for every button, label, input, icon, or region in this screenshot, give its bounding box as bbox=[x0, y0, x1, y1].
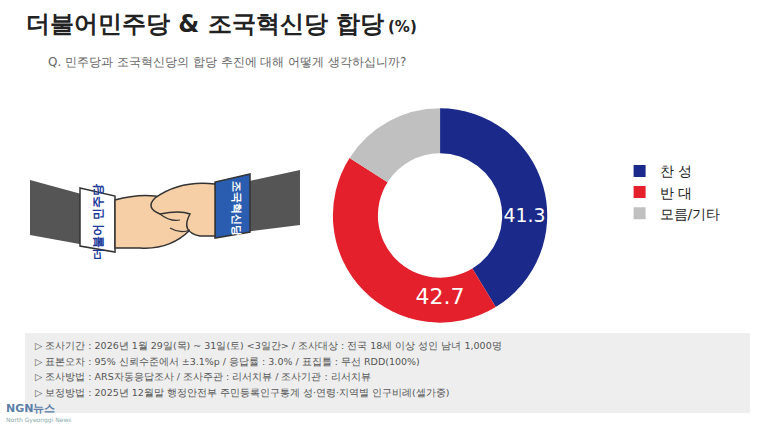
svg-text:42.7: 42.7 bbox=[416, 284, 465, 309]
html-text:Q. 민주당과 조국혁신당의 합당 추진에 대해 어떻게 생: Q. 민주당과 조국혁신당의 합당 추진에 대해 어떻게 생각하십니까? bbox=[48, 55, 407, 69]
html-text:North Gyeonggi News: North Gyeonggi News bbox=[6, 416, 72, 423]
html-text:▷ 표본오차 : 95% 신뢰수준에서 ±3.1%p / 응: ▷ 표본오차 : 95% 신뢰수준에서 ±3.1%p / 응답률 : 3.0% … bbox=[35, 355, 420, 367]
svg-text:41.3: 41.3 bbox=[503, 205, 545, 226]
svg-text:모름/기타: 모름/기타 bbox=[660, 206, 721, 222]
html-text:NGN뉴스: NGN뉴스 bbox=[6, 402, 56, 415]
html-text:▷ 조사방법 : ARS자동응답조사 / 조사주관 : 리서: ▷ 조사방법 : ARS자동응답조사 / 조사주관 : 리서치뷰 / 조사기관 … bbox=[35, 371, 371, 382]
html-text:더불어민주당 & 조국혁신당 합당 (%): 더불어민주당 & 조국혁신당 합당 (%) bbox=[26, 10, 417, 38]
svg-text:더불어 민주당: 더불어 민주당 bbox=[91, 184, 105, 260]
svg-text:반 대: 반 대 bbox=[660, 185, 692, 201]
html-text:▷ 조사기간 : 2026년 1월 29일(목) ~ 31일: ▷ 조사기간 : 2026년 1월 29일(목) ~ 31일(토) <3일간> … bbox=[35, 340, 502, 351]
html-text:▷ 보정방법 : 2025년 12월말 행정안전부 주민등록: ▷ 보정방법 : 2025년 12월말 행정안전부 주민등록인구통계 성·연령·… bbox=[35, 386, 450, 398]
svg-text:조국혁신당: 조국혁신당 bbox=[230, 181, 243, 236]
svg-text:찬 성: 찬 성 bbox=[660, 163, 692, 179]
